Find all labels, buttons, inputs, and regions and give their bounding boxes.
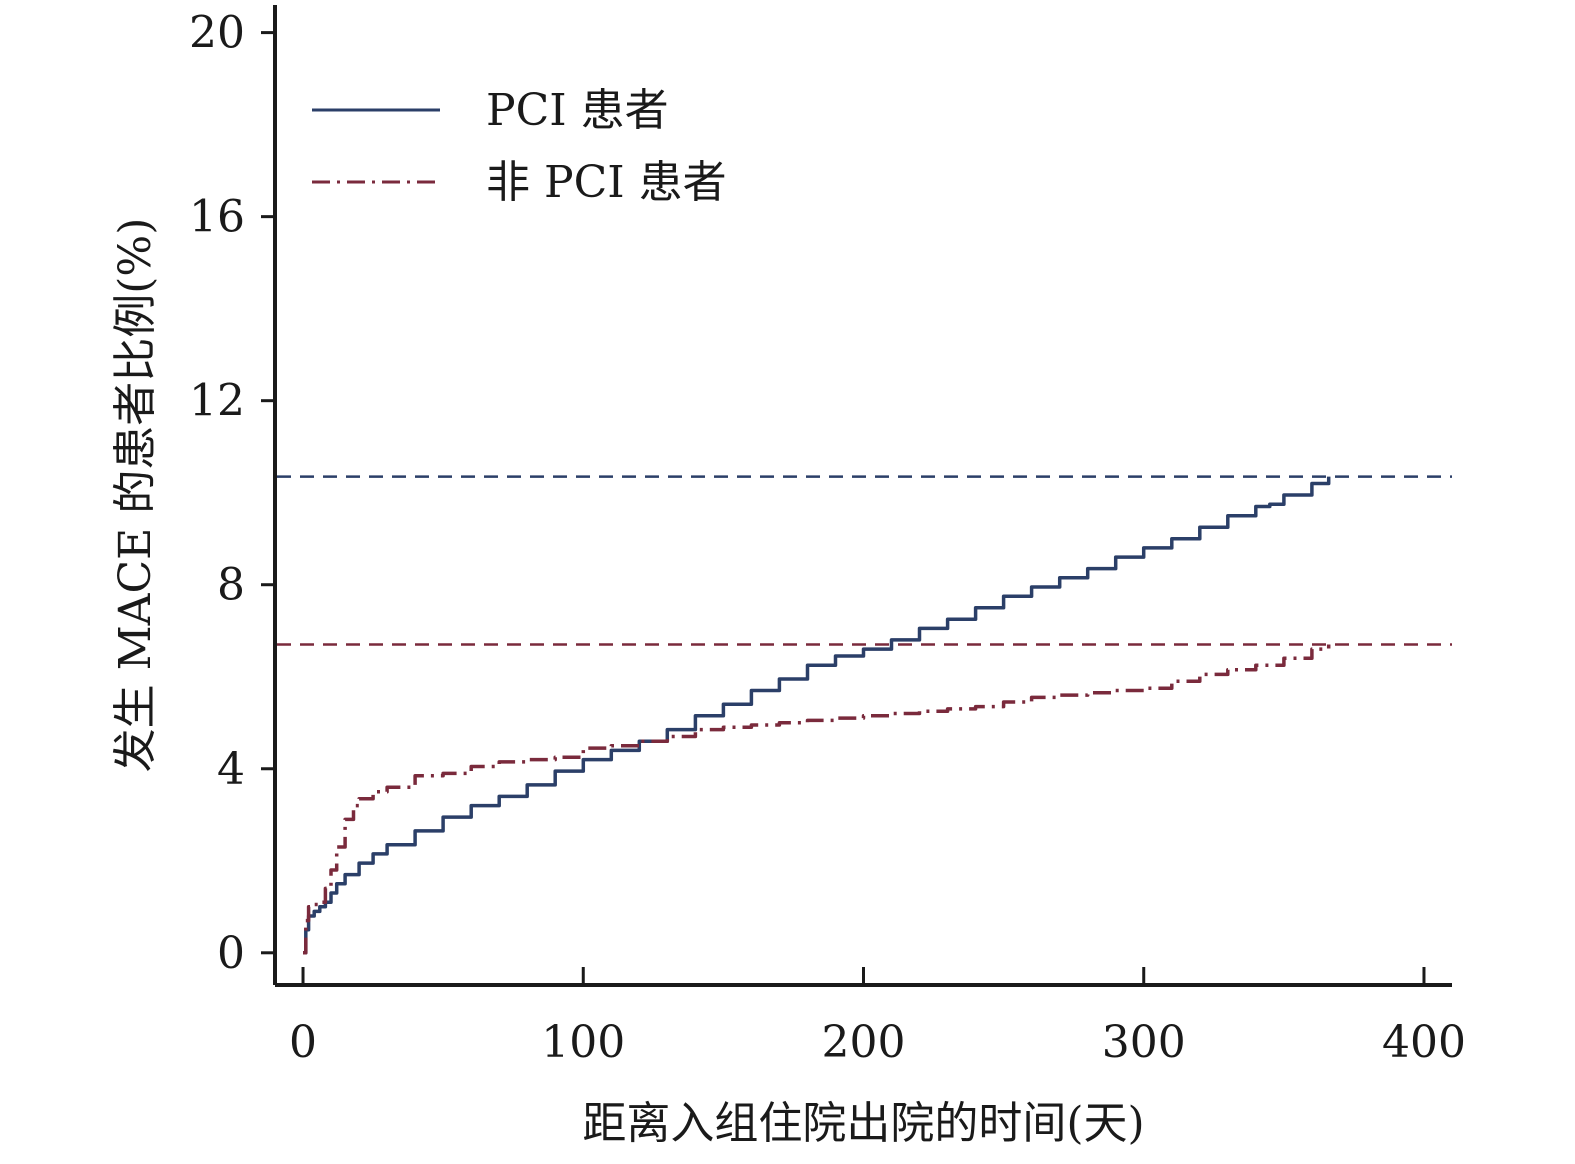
- x-tick-label: 200: [822, 1017, 906, 1068]
- legend-label: PCI 患者: [486, 85, 669, 136]
- series-line: [303, 476, 1331, 955]
- legend: PCI 患者非 PCI 患者: [312, 85, 727, 208]
- reference-lines: [277, 475, 1452, 646]
- x-tick-label: 0: [289, 1017, 317, 1068]
- y-tick-label: 8: [217, 560, 245, 611]
- x-tick-label: 400: [1382, 1017, 1466, 1068]
- legend-label: 非 PCI 患者: [486, 157, 727, 208]
- series-line: [303, 644, 1331, 955]
- axes: [273, 5, 1452, 987]
- x-tick-label: 100: [541, 1017, 625, 1068]
- y-axis-title: 发生 MACE 的患者比例(%): [110, 218, 161, 773]
- y-tick-label: 12: [189, 376, 245, 427]
- x-tick-label: 300: [1102, 1017, 1186, 1068]
- x-axis-title: 距离入组住院出院的时间(天): [582, 1098, 1144, 1149]
- y-tick-label: 4: [217, 744, 245, 795]
- y-tick-label: 0: [217, 928, 245, 979]
- y-tick-label: 20: [189, 8, 245, 59]
- series-lines: [303, 476, 1331, 955]
- y-tick-label: 16: [189, 192, 245, 243]
